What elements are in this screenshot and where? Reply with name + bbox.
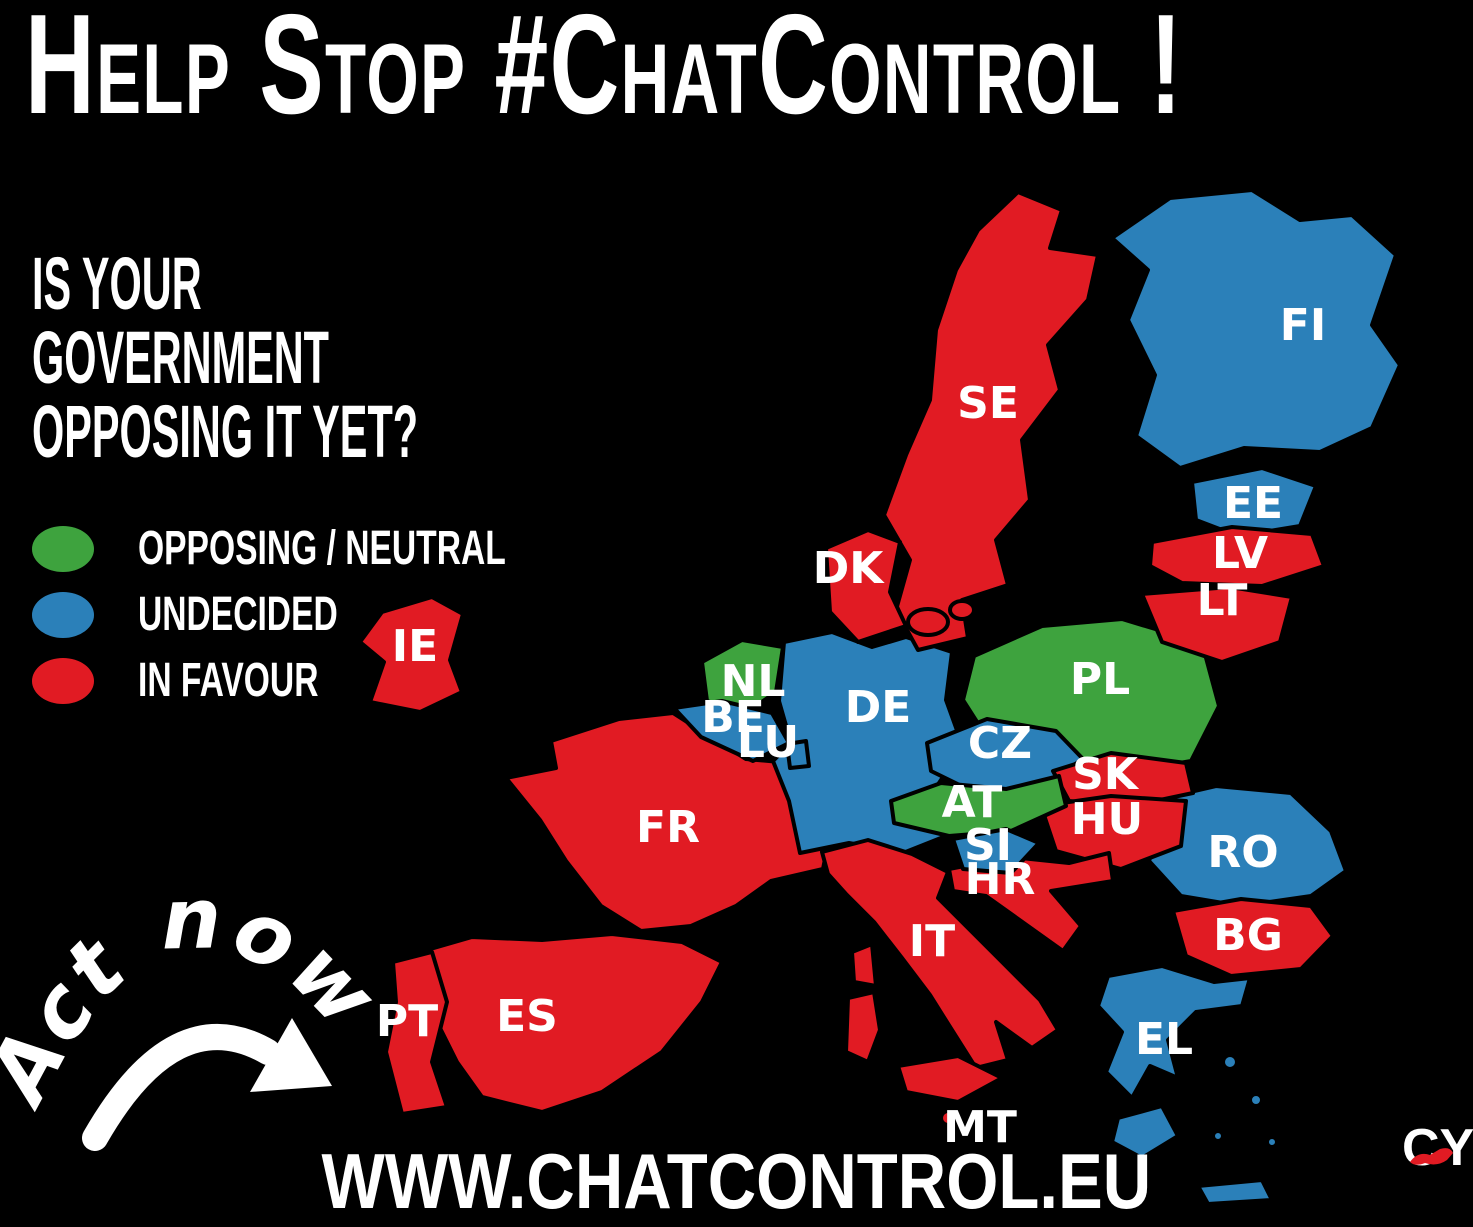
country-label-ro: RO [1207,827,1278,878]
legend-label-in-favour: IN FAVOUR [138,654,319,707]
act-now-arrow [82,1024,281,1151]
island-aegean-2[interactable] [1248,1092,1264,1108]
website-url[interactable]: WWW.CHATCONTROL.EU [321,1137,1152,1225]
country-label-el: EL [1135,1014,1193,1065]
island-corsica[interactable] [850,942,878,988]
cyprus-island-icon [1410,1148,1453,1165]
country-at[interactable] [889,774,1068,838]
country-label-at: AT [942,777,1003,828]
legend-label-undecided: UNDECIDED [138,588,338,641]
country-el[interactable] [1096,964,1252,1100]
country-label-pl: PL [1070,654,1130,705]
country-lu[interactable] [785,739,811,770]
country-lv[interactable] [1148,525,1326,588]
country-bg[interactable] [1171,897,1335,978]
legend-swatch-undecided [32,592,94,638]
country-si[interactable] [951,827,1041,875]
country-label-nl: NL [721,656,786,707]
country-label-mt: MT [943,1102,1017,1153]
question-text: IS YOUR GOVERNMENT OPPOSING IT YET? [32,247,721,469]
country-hr[interactable] [947,851,1115,953]
page-title: Help Stop #ChatControl ! [25,0,1184,144]
legend-swatch-in-favour [32,658,94,704]
island-sardinia[interactable] [844,990,882,1064]
country-label-si: SI [964,820,1012,871]
country-label-sk: SK [1072,749,1140,800]
country-lt[interactable] [1140,585,1294,664]
country-label-it: IT [909,916,955,967]
island-aegean-4[interactable] [1265,1135,1279,1149]
country-pt[interactable] [384,950,449,1116]
cy-watermark: CY [1402,1119,1473,1177]
act-now-arrowhead [250,1018,332,1092]
country-fi[interactable] [1110,188,1402,470]
island-aegean-1[interactable] [1221,1053,1239,1071]
legend: OPPOSING / NEUTRAL UNDECIDED IN FAVOUR [32,522,663,724]
country-es[interactable] [418,932,724,1114]
country-label-pt: PT [376,996,438,1047]
country-label-fr: FR [636,802,700,853]
country-label-fi: FI [1280,300,1326,351]
legend-swatch-opposing-neutral [32,526,94,572]
island-crete[interactable] [1196,1178,1274,1206]
country-hu[interactable] [1039,794,1188,871]
legend-item-opposing-neutral: OPPOSING / NEUTRAL [32,522,663,575]
country-dk[interactable] [824,528,908,644]
country-mt[interactable] [939,1109,957,1127]
country-label-lu: LU [737,717,799,768]
question-line-1: IS YOUR [32,242,202,325]
country-label-se: SE [957,378,1019,429]
legend-item-in-favour: IN FAVOUR [32,654,663,707]
island-sicily[interactable] [896,1054,1004,1104]
cy-watermark-label: CY [1402,1119,1473,1177]
country-nl[interactable] [700,638,785,715]
island-aegean-3[interactable] [1211,1129,1225,1143]
question-line-3: OPPOSING IT YET? [32,390,419,473]
legend-item-undecided: UNDECIDED [32,588,663,641]
country-it[interactable] [820,838,1060,1070]
country-label-ie: IE [392,621,438,672]
country-label-lt: LT [1197,575,1248,626]
legend-label-opposing-neutral: OPPOSING / NEUTRAL [138,522,506,575]
question-line-2: GOVERNMENT [32,316,330,399]
country-ee[interactable] [1190,466,1318,538]
country-label-dk: DK [813,543,886,594]
country-label-es: ES [496,991,558,1042]
country-label-lv: LV [1212,528,1268,579]
country-label-cz: CZ [968,718,1032,769]
country-label-be: BE [701,692,765,743]
country-label-hu: HU [1071,794,1144,845]
country-label-de: DE [845,682,912,733]
country-label-bg: BG [1213,910,1283,961]
island-zealand[interactable] [906,607,950,637]
country-ie[interactable] [358,595,465,714]
island-peloponnese[interactable] [1110,1104,1180,1160]
island-funen[interactable] [948,599,976,621]
country-label-hr: HR [965,854,1036,905]
country-label-ee: EE [1223,478,1283,529]
